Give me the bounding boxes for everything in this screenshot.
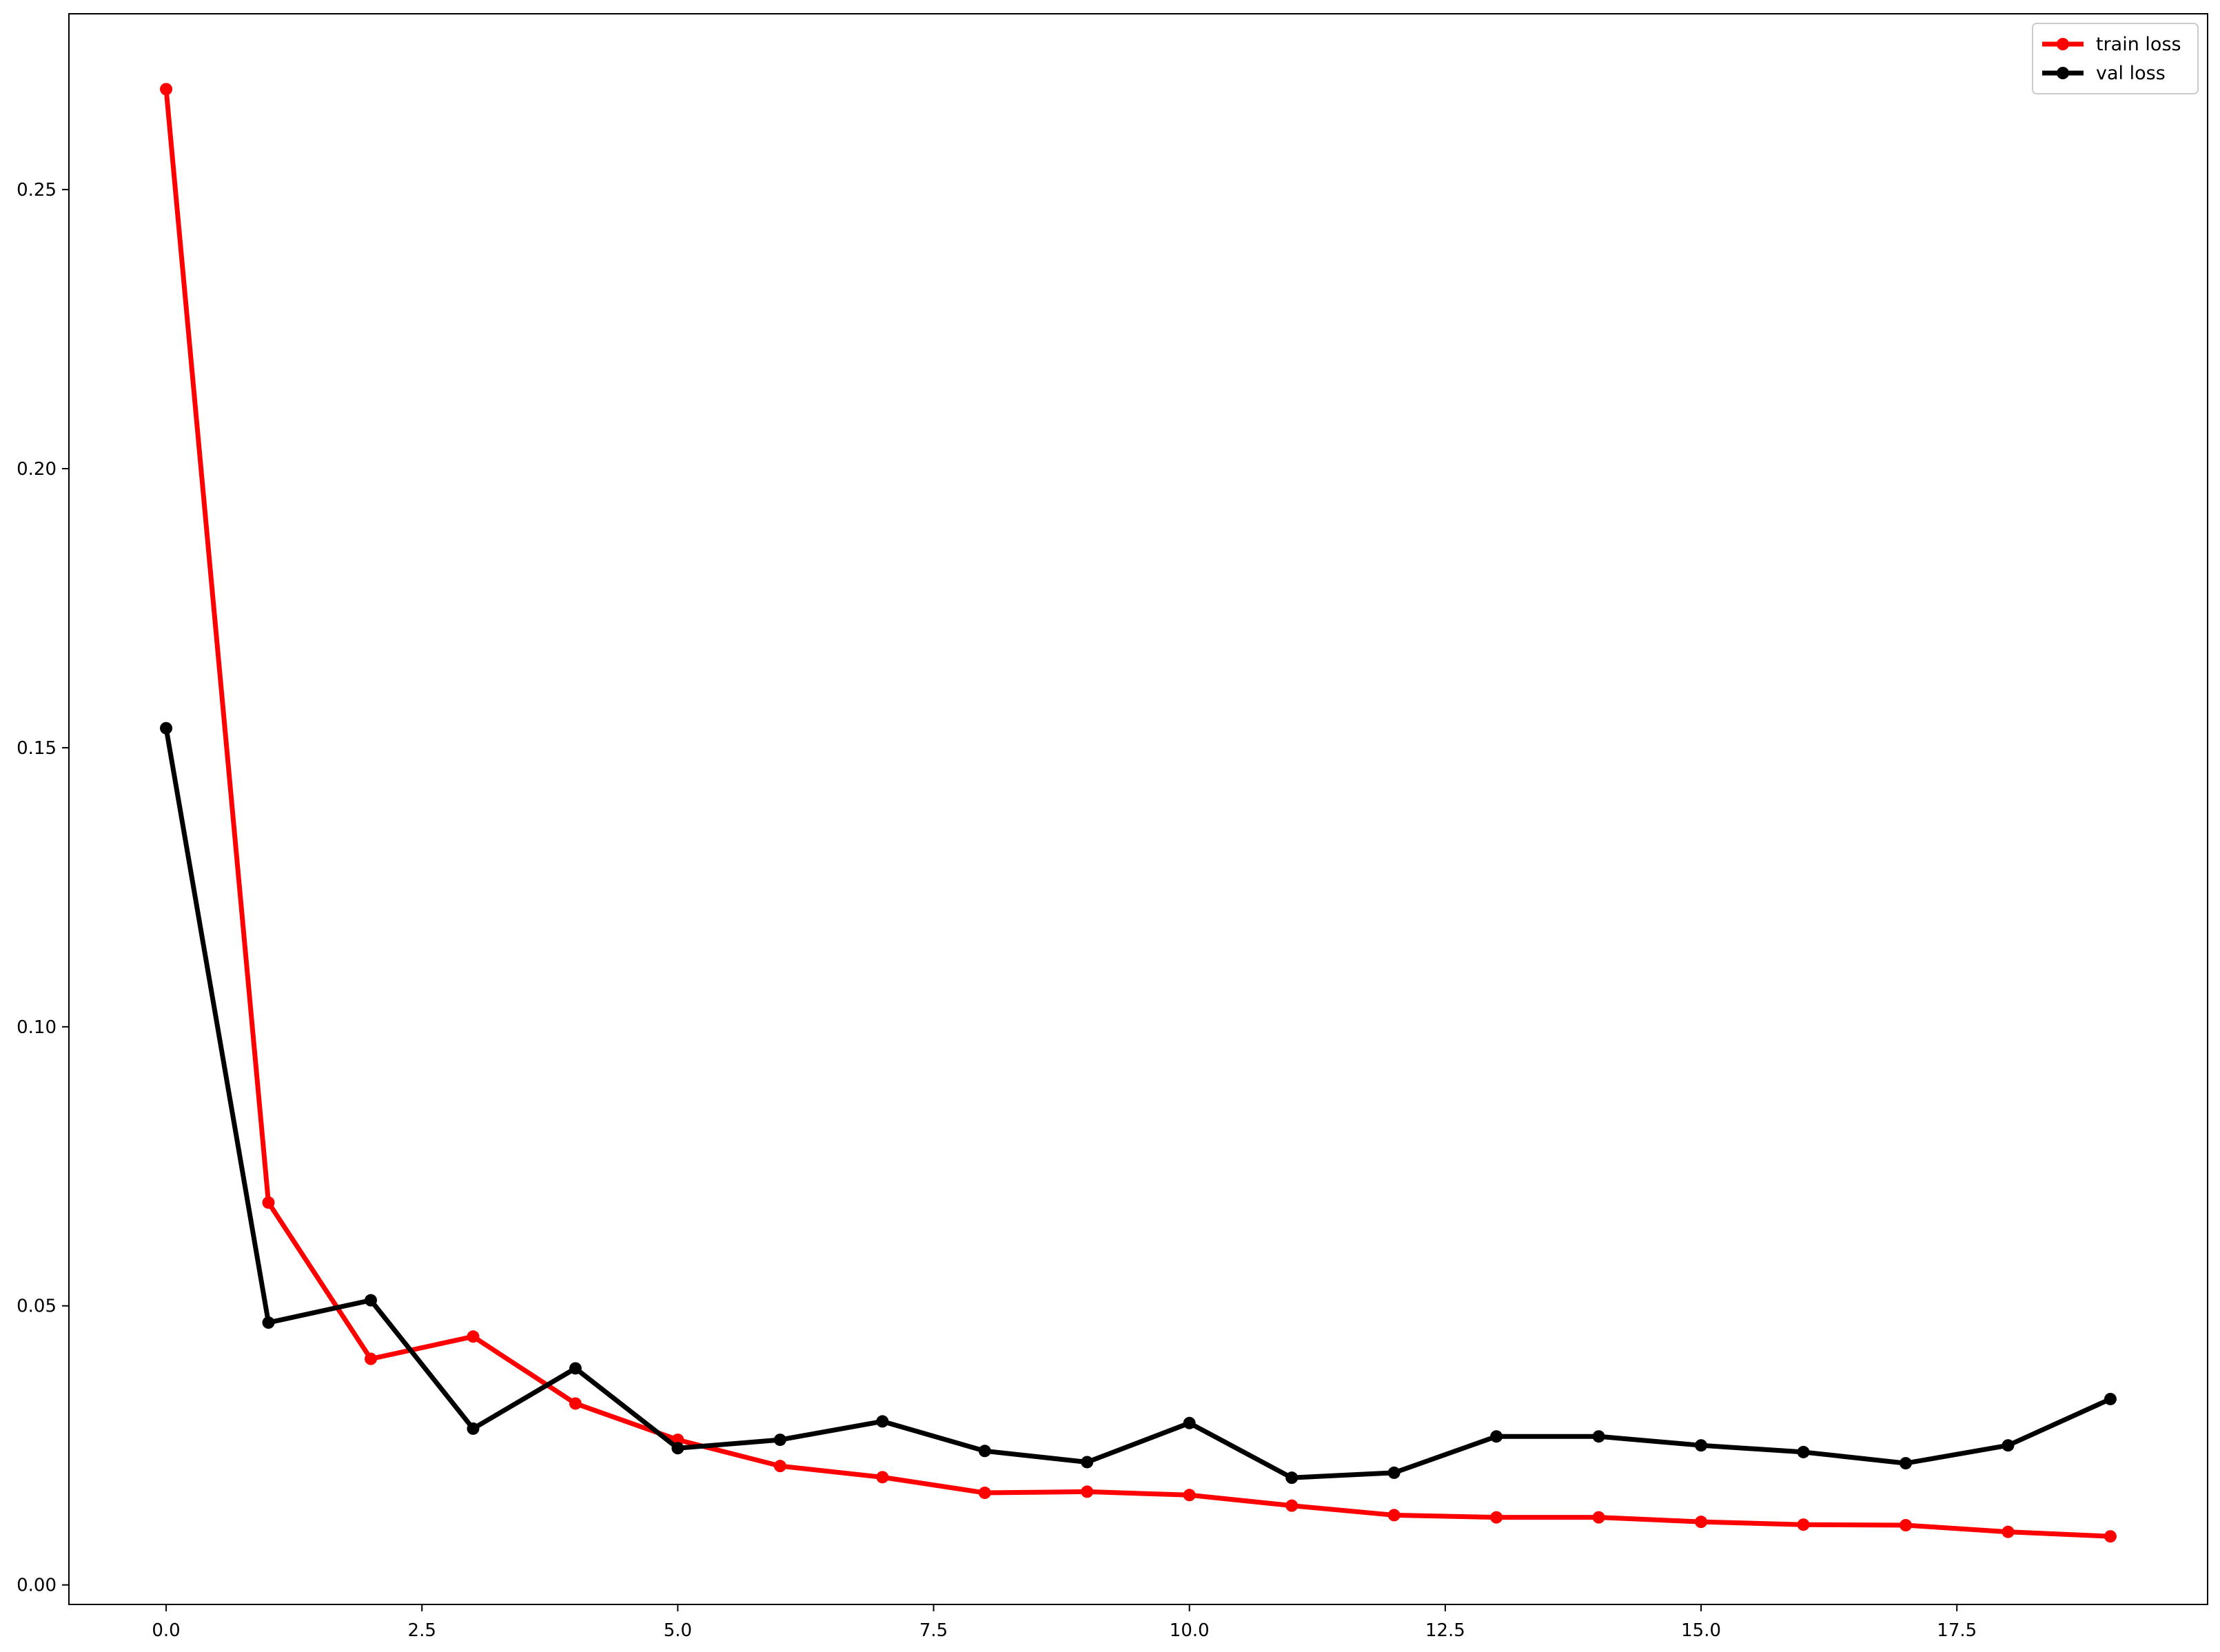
train-loss-point xyxy=(1387,1509,1401,1522)
y-tick-label: 0.25 xyxy=(17,180,57,201)
val-loss-point xyxy=(1285,1471,1299,1485)
y-tick-label: 0.15 xyxy=(17,738,57,759)
series-layer xyxy=(160,83,2117,1543)
train-loss-point xyxy=(467,1330,480,1343)
val-loss-point xyxy=(467,1422,480,1435)
val-loss-point xyxy=(262,1316,275,1329)
val-loss-point xyxy=(1183,1416,1196,1429)
val-loss-point xyxy=(978,1445,991,1458)
val-loss-point xyxy=(1081,1456,1094,1469)
val-loss-point xyxy=(1900,1457,1913,1470)
y-tick-label: 0.10 xyxy=(17,1017,57,1038)
val-loss-point xyxy=(671,1442,684,1455)
train-loss-point xyxy=(978,1487,991,1500)
val-loss-line xyxy=(163,727,2112,1480)
legend-box xyxy=(2032,23,2199,94)
val-loss-point xyxy=(1695,1439,1708,1452)
y-tick-label: 0.05 xyxy=(17,1296,57,1317)
y-tick-label: 0.20 xyxy=(17,459,57,480)
train-loss-point xyxy=(773,1460,786,1473)
val-loss-point xyxy=(364,1294,377,1307)
train-loss-point xyxy=(2002,1525,2015,1538)
legend-val-loss-label: val loss xyxy=(2096,63,2166,84)
train-loss-point xyxy=(1797,1518,1810,1531)
val-loss-point xyxy=(876,1415,889,1428)
train-loss-point xyxy=(1490,1511,1503,1524)
x-tick-label: 5.0 xyxy=(664,1620,692,1641)
legend-train-loss-label: train loss xyxy=(2096,34,2181,55)
x-tick-label: 12.5 xyxy=(1425,1620,1465,1641)
train-loss-point xyxy=(1592,1511,1605,1524)
train-loss-point xyxy=(1695,1516,1708,1529)
x-axis: 0.0 2.5 5.0 7.5 10.0 12.5 15.0 17.5 xyxy=(152,1604,1977,1641)
x-tick-label: 17.5 xyxy=(1937,1620,1977,1641)
train-loss-point xyxy=(364,1352,377,1365)
train-loss-point xyxy=(262,1196,275,1209)
train-loss-point xyxy=(569,1397,582,1410)
train-loss-point xyxy=(1285,1499,1299,1512)
x-tick-label: 2.5 xyxy=(408,1620,436,1641)
val-loss-point xyxy=(2104,1392,2117,1405)
y-axis: 0.00 0.05 0.10 0.15 0.20 0.25 xyxy=(17,180,69,1596)
train-loss-line xyxy=(163,89,2111,1539)
train-loss-point xyxy=(2104,1530,2117,1543)
val-loss-point xyxy=(569,1362,582,1375)
train-loss-point xyxy=(1081,1485,1094,1498)
val-loss-point xyxy=(1387,1466,1401,1479)
legend-val-loss-marker xyxy=(2057,67,2069,79)
val-loss-point xyxy=(1592,1430,1605,1443)
x-tick-label: 15.0 xyxy=(1681,1620,1721,1641)
val-loss-point xyxy=(160,722,173,735)
train-loss-point xyxy=(876,1471,889,1484)
x-tick-label: 10.0 xyxy=(1170,1620,1210,1641)
val-loss-point xyxy=(2002,1439,2015,1452)
train-loss-point xyxy=(1183,1489,1196,1502)
x-tick-label: 0.0 xyxy=(152,1620,180,1641)
val-loss-point xyxy=(1797,1445,1810,1458)
train-loss-point xyxy=(160,83,173,96)
x-tick-label: 7.5 xyxy=(919,1620,948,1641)
legend-train-loss-marker xyxy=(2057,38,2069,50)
val-loss-point xyxy=(1490,1430,1503,1443)
legend: train loss val loss xyxy=(2032,23,2199,94)
y-tick-label: 0.00 xyxy=(17,1575,57,1596)
plot-frame xyxy=(68,13,2208,1605)
train-loss-point xyxy=(1900,1519,1913,1532)
val-loss-point xyxy=(773,1434,786,1447)
